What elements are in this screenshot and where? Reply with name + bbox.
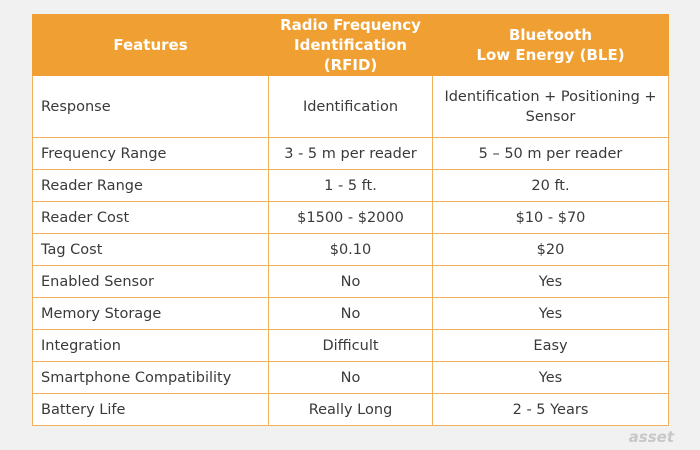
- table-row: Battery Life Really Long 2 - 5 Years: [32, 393, 669, 426]
- feature-cell: Reader Range: [32, 169, 269, 202]
- table-row: Response Identification Identification + P…: [32, 75, 669, 138]
- value-cell: $10 - $70: [432, 201, 669, 234]
- header-cell: Bluetooth Low Energy (BLE): [432, 14, 669, 76]
- value-cell: No: [268, 361, 433, 394]
- table-row: Smartphone Compatibility No Yes: [32, 361, 669, 394]
- table-row: Tag Cost $0.10 $20: [32, 233, 669, 266]
- header-text: Low Energy (BLE): [476, 46, 625, 64]
- header-text: Radio Frequency: [280, 16, 421, 34]
- header-text: Identification (RFID): [294, 36, 407, 74]
- table-row: Frequency Range 3 - 5 m per reader 5 – 50 …: [32, 137, 669, 170]
- value-cell: Yes: [432, 265, 669, 298]
- feature-cell: Frequency Range: [32, 137, 269, 170]
- value-cell: 5 – 50 m per reader: [432, 137, 669, 170]
- value-cell: 3 - 5 m per reader: [268, 137, 433, 170]
- value-cell: Easy: [432, 329, 669, 362]
- value-cell: $1500 - $2000: [268, 201, 433, 234]
- header-row: Features Radio Frequency Identification (R…: [32, 14, 669, 76]
- table-row: Integration Difficult Easy: [32, 329, 669, 362]
- header-text: Features: [113, 36, 188, 54]
- value-cell: Difficult: [268, 329, 433, 362]
- value-cell: No: [268, 297, 433, 330]
- feature-cell: Enabled Sensor: [32, 265, 269, 298]
- value-cell: $20: [432, 233, 669, 266]
- header-text: Bluetooth: [508, 26, 593, 44]
- value-cell: $0.10: [268, 233, 433, 266]
- table-body: Response Identification Identification + P…: [32, 75, 669, 426]
- table-row: Memory Storage No Yes: [32, 297, 669, 330]
- header-cell: Radio Frequency Identification (RFID): [268, 14, 433, 76]
- value-cell: Really Long: [268, 393, 433, 426]
- comparison-table: Features Radio Frequency Identification (R…: [32, 14, 669, 426]
- value-cell: 20 ft.: [432, 169, 669, 202]
- feature-cell: Tag Cost: [32, 233, 269, 266]
- value-cell: Identification: [268, 75, 433, 138]
- feature-cell: Battery Life: [32, 393, 269, 426]
- table-row: Enabled Sensor No Yes: [32, 265, 669, 298]
- feature-cell: Smartphone Compatibility: [32, 361, 269, 394]
- value-cell: No: [268, 265, 433, 298]
- feature-cell: Memory Storage: [32, 297, 269, 330]
- feature-cell: Reader Cost: [32, 201, 269, 234]
- feature-cell: Response: [32, 75, 269, 138]
- value-cell: 2 - 5 Years: [432, 393, 669, 426]
- watermark: asset: [628, 428, 674, 446]
- value-cell: Yes: [432, 297, 669, 330]
- value-cell: Identification + Positioning + Sensor: [432, 75, 669, 138]
- value-cell: 1 - 5 ft.: [268, 169, 433, 202]
- header-cell: Features: [32, 14, 269, 76]
- table-row: Reader Range 1 - 5 ft. 20 ft.: [32, 169, 669, 202]
- feature-cell: Integration: [32, 329, 269, 362]
- table-header: Features Radio Frequency Identification (R…: [32, 14, 669, 76]
- table-row: Reader Cost $1500 - $2000 $10 - $70: [32, 201, 669, 234]
- value-cell: Yes: [432, 361, 669, 394]
